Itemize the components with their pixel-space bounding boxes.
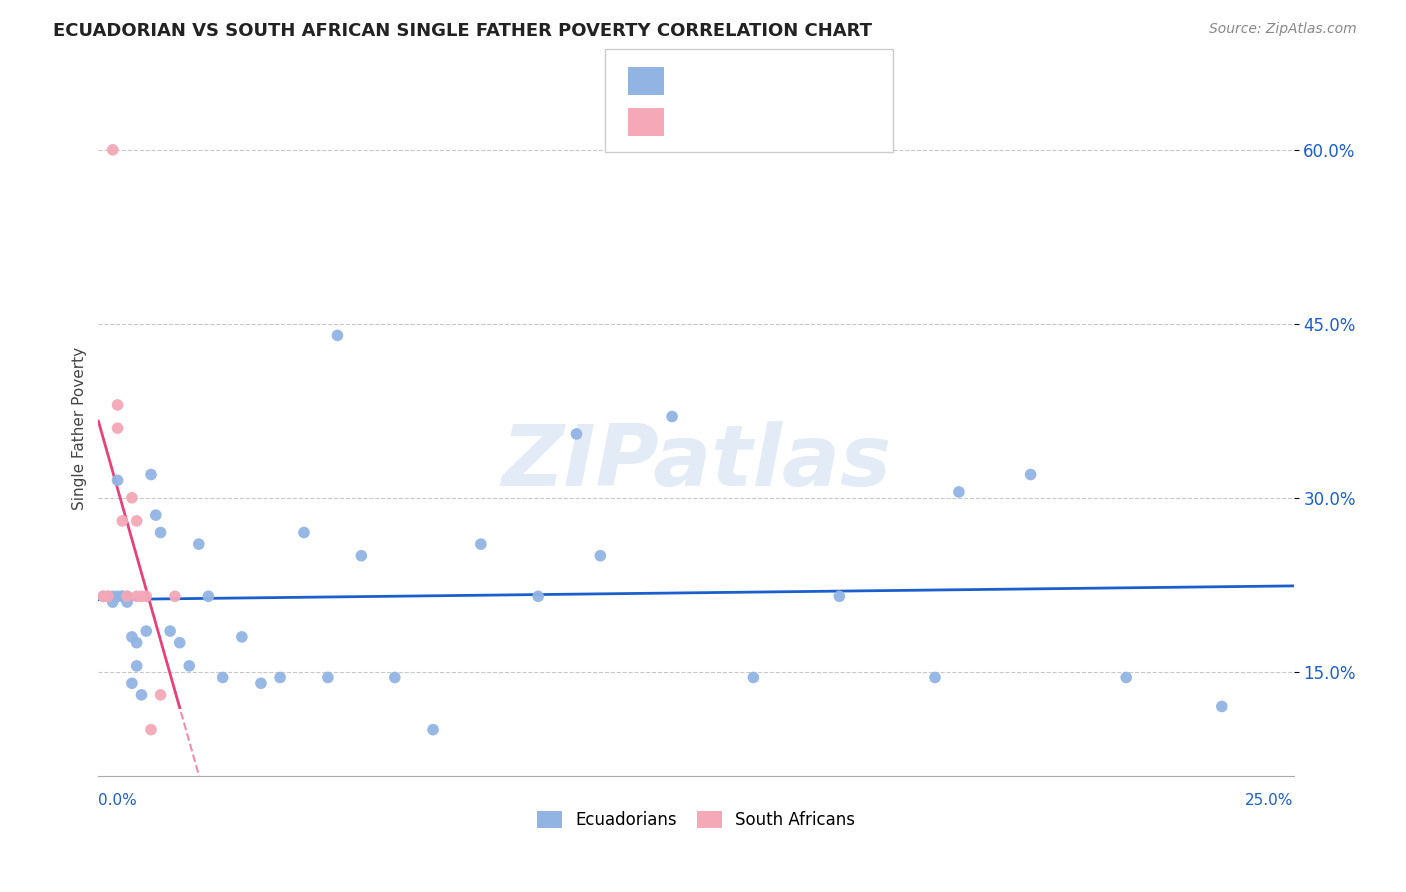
- Y-axis label: Single Father Poverty: Single Father Poverty: [72, 347, 87, 509]
- Point: [187, 537, 209, 551]
- Point: [91, 590, 114, 604]
- Point: [527, 590, 550, 604]
- Text: N =: N =: [773, 113, 838, 131]
- Point: [139, 467, 162, 482]
- Point: [131, 688, 153, 702]
- Point: [231, 630, 253, 644]
- Point: [101, 590, 124, 604]
- Text: 0.643: 0.643: [717, 113, 782, 131]
- Point: [565, 427, 588, 442]
- Point: [1211, 699, 1233, 714]
- Legend: Ecuadorians, South Africans: Ecuadorians, South Africans: [529, 803, 863, 838]
- Point: [107, 473, 129, 487]
- Point: [111, 514, 134, 528]
- Point: [107, 590, 129, 604]
- Point: [422, 723, 444, 737]
- Point: [250, 676, 273, 690]
- Point: [135, 624, 157, 639]
- Point: [350, 549, 373, 563]
- Point: [131, 590, 153, 604]
- Point: [149, 688, 172, 702]
- Point: [470, 537, 492, 551]
- Point: [121, 630, 143, 644]
- Point: [101, 143, 124, 157]
- Point: [828, 590, 851, 604]
- Point: [1115, 671, 1137, 685]
- Point: [924, 671, 946, 685]
- Point: [163, 590, 186, 604]
- Point: [121, 676, 143, 690]
- Point: [125, 658, 148, 673]
- Text: 0.0%: 0.0%: [98, 793, 138, 808]
- Point: [292, 525, 315, 540]
- Point: [97, 590, 120, 604]
- Point: [326, 328, 349, 343]
- Point: [179, 658, 201, 673]
- Point: [149, 525, 172, 540]
- Point: [111, 590, 134, 604]
- Point: [384, 671, 406, 685]
- Text: 15: 15: [818, 113, 839, 131]
- Point: [169, 635, 191, 649]
- Text: ECUADORIAN VS SOUTH AFRICAN SINGLE FATHER POVERTY CORRELATION CHART: ECUADORIAN VS SOUTH AFRICAN SINGLE FATHE…: [53, 22, 873, 40]
- Text: ZIPatlas: ZIPatlas: [501, 421, 891, 505]
- Point: [159, 624, 181, 639]
- Point: [107, 421, 129, 435]
- Point: [589, 549, 612, 563]
- Point: [316, 671, 339, 685]
- Text: -0.020: -0.020: [717, 72, 782, 90]
- Point: [125, 514, 148, 528]
- Point: [97, 590, 120, 604]
- Point: [101, 595, 124, 609]
- Point: [211, 671, 233, 685]
- Point: [115, 595, 138, 609]
- Point: [269, 671, 291, 685]
- Point: [125, 590, 148, 604]
- Point: [115, 590, 138, 604]
- Text: Source: ZipAtlas.com: Source: ZipAtlas.com: [1209, 22, 1357, 37]
- Point: [145, 508, 167, 523]
- Point: [1019, 467, 1042, 482]
- Point: [742, 671, 765, 685]
- Point: [197, 590, 219, 604]
- Point: [107, 398, 129, 412]
- Point: [125, 635, 148, 649]
- Point: [139, 723, 162, 737]
- Point: [115, 590, 138, 604]
- Point: [111, 590, 134, 604]
- Point: [135, 590, 157, 604]
- Text: N =: N =: [773, 72, 838, 90]
- Point: [91, 590, 114, 604]
- Text: 46: 46: [818, 72, 839, 90]
- Text: 25.0%: 25.0%: [1246, 793, 1294, 808]
- Text: R =: R =: [678, 72, 721, 90]
- Point: [948, 485, 970, 500]
- Point: [661, 409, 683, 424]
- Point: [121, 491, 143, 505]
- Text: R =: R =: [678, 113, 721, 131]
